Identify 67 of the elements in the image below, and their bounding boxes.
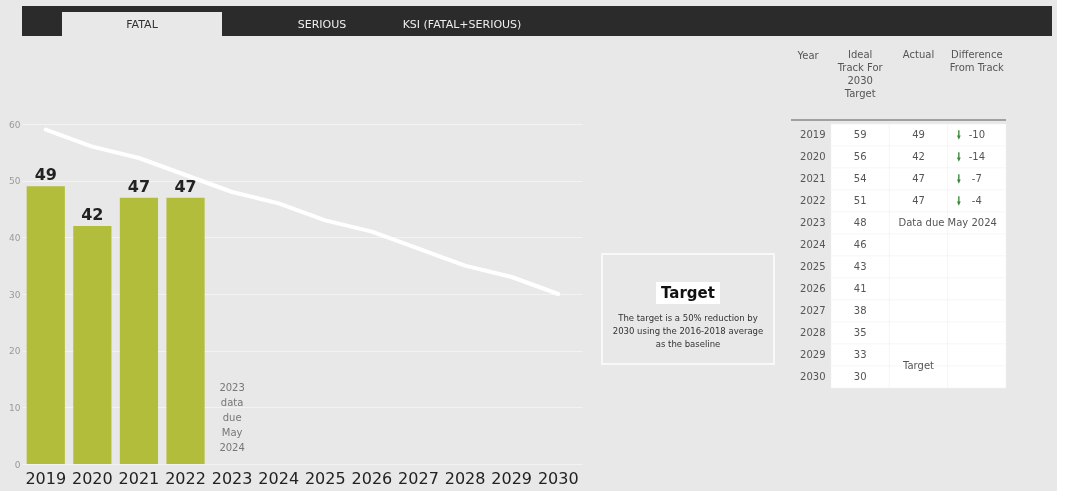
- data-label: 48: [853, 217, 867, 228]
- data-label: -4: [971, 195, 982, 206]
- y-tick-label: 50: [9, 176, 21, 187]
- x-tick-label: 2021: [118, 468, 160, 488]
- x-tick-label: Ideal Track For 2030 Target: [836, 49, 884, 99]
- x-tick-label: 2023: [211, 468, 253, 488]
- text: The target is a 50% reduction by 2030 using the 2016-2018 average as the baseline: [612, 313, 764, 349]
- x-tick-label: 2027: [398, 468, 439, 488]
- y-tick-label: 2021: [800, 173, 826, 184]
- data-label: 42: [81, 205, 104, 224]
- data-label: 35: [853, 327, 867, 338]
- data-label: 41: [853, 283, 867, 294]
- data-label: 49: [34, 165, 57, 185]
- y-tick-label: 2020: [800, 151, 826, 162]
- data-label: 43: [853, 261, 867, 272]
- data-label: 30: [853, 371, 867, 382]
- text: KSI (FATAL+SERIOUS): [402, 18, 522, 31]
- text: FATAL: [126, 18, 159, 31]
- x-tick-label: Actual: [902, 49, 935, 60]
- data-label: 54: [853, 173, 867, 184]
- y-tick-label: 2022: [800, 195, 826, 206]
- data-label: 42: [912, 151, 925, 162]
- x-tick-label: 2024: [258, 468, 300, 488]
- x-tick-label: 2020: [71, 468, 113, 488]
- data-label: 56: [853, 151, 867, 162]
- y-tick-label: 2028: [800, 327, 826, 338]
- y-tick-label: 40: [9, 232, 21, 243]
- y-axis-title: Year: [796, 49, 820, 61]
- y-tick-label: 10: [9, 402, 21, 413]
- text: SERIOUS: [297, 18, 347, 31]
- data-label: 38: [853, 305, 867, 316]
- data-label: 59: [853, 129, 867, 140]
- y-tick-label: 2029: [800, 349, 826, 360]
- y-tick-label: 60: [9, 119, 21, 130]
- x-tick-label: 2029: [491, 468, 533, 488]
- data-label: 47: [912, 195, 925, 206]
- data-label: 47: [912, 173, 925, 184]
- x-tick-label: 2026: [351, 468, 393, 488]
- y-tick-label: 2019: [800, 129, 826, 140]
- x-tick-label: Difference From Track: [949, 49, 1005, 73]
- data-label: 47: [174, 176, 197, 196]
- annotation: Data due May 2024: [898, 217, 997, 228]
- data-label: 51: [853, 195, 867, 206]
- y-tick-label: 20: [9, 346, 21, 357]
- data-label: 47: [127, 176, 151, 196]
- y-tick-label: 2024: [800, 239, 826, 250]
- y-tick-label: 30: [9, 289, 21, 300]
- x-tick-label: 2022: [165, 468, 206, 488]
- text: Target: [661, 284, 715, 302]
- data-label: 46: [853, 239, 867, 250]
- annotation: Target: [902, 360, 935, 371]
- annotation: 2023 data due May 2024: [219, 382, 245, 453]
- y-tick-label: 2025: [800, 261, 826, 272]
- x-tick-label: 2019: [25, 468, 67, 488]
- y-tick-label: 2027: [800, 305, 826, 316]
- data-label: -14: [968, 151, 986, 162]
- y-tick-label: 2030: [800, 371, 826, 382]
- x-tick-label: 2030: [537, 468, 579, 488]
- data-label: -7: [971, 173, 982, 184]
- data-label: 49: [912, 129, 925, 140]
- y-tick-label: 2023: [800, 217, 826, 228]
- x-tick-label: 2028: [444, 468, 486, 488]
- y-tick-label: 2026: [800, 283, 826, 294]
- data-label: 33: [853, 349, 867, 360]
- y-tick-label: 0: [14, 459, 21, 470]
- data-label: -10: [968, 129, 986, 140]
- x-tick-label: 2025: [304, 468, 346, 488]
